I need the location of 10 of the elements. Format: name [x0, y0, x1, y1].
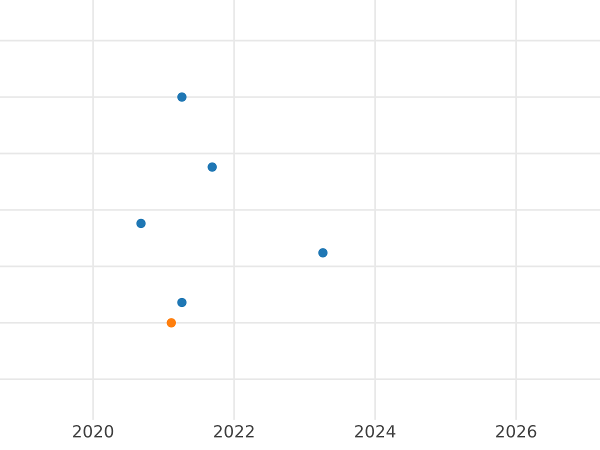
- x-tick-label: 2024: [355, 425, 396, 438]
- point: [136, 218, 146, 228]
- x-tick-label: 2022: [214, 425, 254, 438]
- x-tick-label: 2020: [73, 425, 114, 438]
- point: [177, 298, 187, 308]
- point: [208, 162, 217, 172]
- point: [318, 248, 328, 258]
- point: [177, 92, 187, 102]
- point: [166, 318, 176, 328]
- x-tick-label: 2026: [496, 425, 536, 438]
